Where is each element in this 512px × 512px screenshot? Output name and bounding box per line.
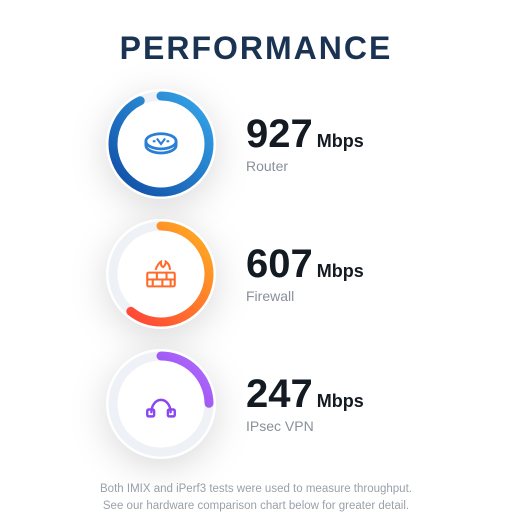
label-vpn: IPsec VPN: [246, 418, 406, 434]
footnote: Both IMIX and iPerf3 tests were used to …: [100, 481, 412, 512]
unit-router: Mbps: [317, 131, 364, 152]
metrics-list: 927 Mbps Router: [106, 89, 406, 459]
unit-vpn: Mbps: [317, 391, 364, 412]
gauge-vpn: [106, 349, 216, 459]
value-router: 927: [246, 114, 313, 154]
gauge-router: [106, 89, 216, 199]
metric-firewall: 607 Mbps Firewall: [106, 219, 406, 329]
value-firewall: 607: [246, 244, 313, 284]
readout-vpn: 247 Mbps IPsec VPN: [246, 374, 406, 434]
readout-router: 927 Mbps Router: [246, 114, 406, 174]
readout-firewall: 607 Mbps Firewall: [246, 244, 406, 304]
label-firewall: Firewall: [246, 288, 406, 304]
gauge-firewall: [106, 219, 216, 329]
metric-router: 927 Mbps Router: [106, 89, 406, 199]
router-icon: [139, 122, 183, 166]
value-vpn: 247: [246, 374, 313, 414]
label-router: Router: [246, 158, 406, 174]
vpn-icon: [139, 382, 183, 426]
unit-firewall: Mbps: [317, 261, 364, 282]
firewall-icon: [139, 252, 183, 296]
page-title: PERFORMANCE: [120, 30, 393, 67]
footnote-line-2: See our hardware comparison chart below …: [103, 500, 409, 512]
vpn-icon: [139, 382, 183, 426]
metric-vpn: 247 Mbps IPsec VPN: [106, 349, 406, 459]
router-icon: [139, 122, 183, 166]
firewall-icon: [139, 252, 183, 296]
footnote-line-1: Both IMIX and iPerf3 tests were used to …: [100, 483, 412, 495]
